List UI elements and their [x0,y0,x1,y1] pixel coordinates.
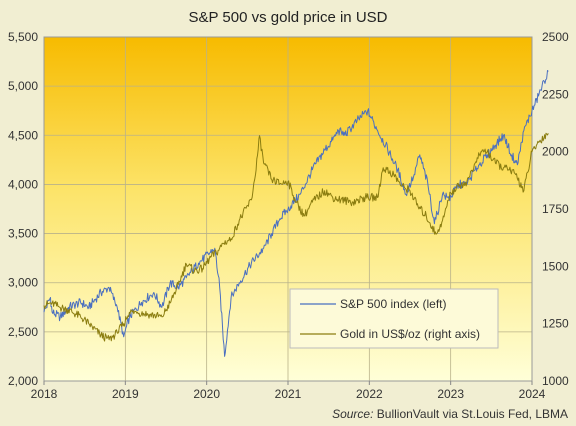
x-tick-label: 2020 [193,387,220,401]
legend: S&P 500 index (left) Gold in US$/oz (rig… [289,288,499,349]
y-left-tick-label: 4,000 [8,177,38,191]
x-tick-label: 2018 [31,387,58,401]
legend-label-gold: Gold in US$/oz (right axis) [340,327,480,341]
y-right-tick-label: 2250 [542,87,569,101]
y-left-axis: 2,000 2,500 3,000 3,500 4,000 4,500 5,000 5,500 [8,30,38,388]
y-left-tick-label: 3,500 [8,227,38,241]
y-left-tick-label: 4,500 [8,128,38,142]
x-axis: 2018 2019 2020 2021 2022 2023 2024 [31,381,546,401]
y-right-axis: 1000 1250 1500 1750 2000 2250 2500 [542,30,569,388]
y-left-tick-label: 3,000 [8,276,38,290]
y-left-tick-label: 5,500 [8,30,38,44]
x-tick-label: 2019 [112,387,139,401]
source-label: Source: [332,407,373,421]
y-right-tick-label: 1000 [542,374,569,388]
legend-box [289,288,499,349]
grid [43,36,533,382]
y-left-tick-label: 5,000 [8,79,38,93]
series-line-gold [43,132,549,342]
y-right-tick-label: 2000 [542,145,569,159]
chart-title: S&P 500 vs gold price in USD [189,9,388,26]
y-left-tick-label: 2,500 [8,325,38,339]
y-left-tick-label: 2,000 [8,374,38,388]
source-note: Source: BullionVault via St.Louis Fed, L… [332,407,568,421]
y-right-tick-label: 2500 [542,30,569,44]
y-right-tick-label: 1750 [542,202,569,216]
y-right-tick-label: 1500 [542,259,569,273]
y-right-tick-label: 1250 [542,317,569,331]
x-tick-label: 2022 [356,387,383,401]
x-tick-label: 2023 [437,387,464,401]
source-text: BullionVault via St.Louis Fed, LBMA [377,407,568,421]
series-layer [43,70,549,357]
x-tick-label: 2024 [519,387,546,401]
legend-label-sp500: S&P 500 index (left) [340,297,447,311]
x-tick-label: 2021 [275,387,302,401]
